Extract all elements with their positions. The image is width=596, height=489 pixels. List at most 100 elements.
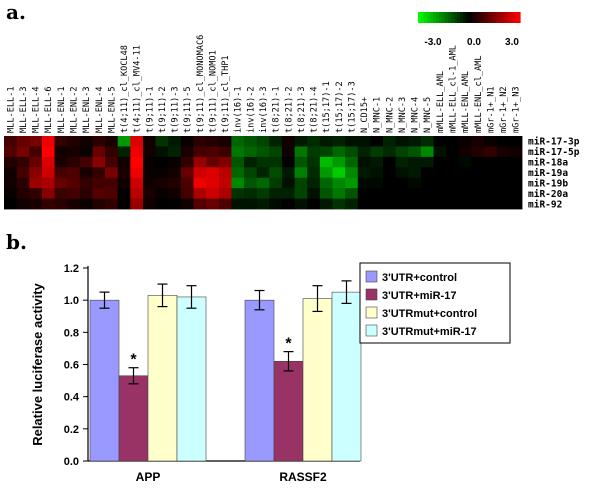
heatmap-cell <box>408 167 422 179</box>
heatmap-cell <box>180 188 194 199</box>
colorscale-segment <box>463 12 467 23</box>
heatmap-cell <box>269 167 283 179</box>
heatmap-cell <box>79 188 93 199</box>
y-tick-label: 0.0 <box>64 456 79 468</box>
heatmap-cell <box>180 156 194 168</box>
heatmap-cell <box>458 156 472 168</box>
heatmap-cell <box>496 136 510 147</box>
heatmap-cell <box>206 136 220 147</box>
heatmap-row-label: miR-92 <box>528 199 562 210</box>
x-category-label: RASSF2 <box>279 470 327 484</box>
heatmap-cell <box>383 136 397 147</box>
colorscale-segment <box>421 12 425 23</box>
heatmap-cell <box>155 156 169 168</box>
heatmap-cell <box>117 188 131 199</box>
heatmap-cell <box>130 156 144 168</box>
heatmap-cell <box>509 198 523 210</box>
heatmap-cell <box>370 156 384 168</box>
heatmap-cell <box>4 136 18 147</box>
heatmap-cell <box>180 136 194 147</box>
heatmap-cell <box>16 198 30 210</box>
heatmap-cell <box>281 156 295 168</box>
heatmap-column-label: N_MNC-4 <box>411 97 421 133</box>
heatmap-column-label: t(8;21)-2 <box>284 86 294 133</box>
heatmap-cell <box>281 188 295 199</box>
heatmap-cell <box>256 146 270 158</box>
heatmap-cell <box>29 177 43 189</box>
heatmap-cell <box>4 146 18 158</box>
colorscale-segment <box>475 12 479 23</box>
heatmap-cell <box>433 136 447 147</box>
heatmap-column-label: t(8;21)-4 <box>310 86 320 133</box>
heatmap-cell <box>54 177 68 189</box>
heatmap-cell <box>4 198 18 210</box>
heatmap-cell <box>484 188 498 199</box>
heatmap-cell <box>294 167 308 179</box>
heatmap-cell <box>496 188 510 199</box>
colorscale-segment <box>502 12 506 23</box>
heatmap-cell <box>193 188 207 199</box>
heatmap-column-label: t(9;11)-2 <box>158 86 168 133</box>
heatmap-cell <box>206 146 220 158</box>
heatmap-cell <box>370 167 384 179</box>
heatmap-cell <box>142 188 157 199</box>
heatmap-cell <box>168 198 182 210</box>
heatmap-cell <box>142 136 157 147</box>
heatmap-column-label: t(9;11)-1 <box>145 86 155 133</box>
heatmap-cell <box>294 156 308 168</box>
colorscale-segment <box>427 12 431 23</box>
heatmap-cell <box>345 167 359 179</box>
heatmap-cell <box>395 167 409 179</box>
heatmap-cell <box>29 146 43 158</box>
heatmap-cell <box>29 188 43 199</box>
bar <box>273 360 304 462</box>
heatmap-cell <box>269 188 283 199</box>
heatmap-cell <box>105 136 119 147</box>
y-tick-label: 0.2 <box>64 424 79 436</box>
heatmap-cell <box>180 198 194 210</box>
legend-box <box>359 262 511 344</box>
heatmap-cell <box>345 188 359 199</box>
colorscale-segment <box>496 12 500 23</box>
heatmap-cell <box>446 188 460 199</box>
heatmap-cell <box>345 198 359 210</box>
heatmap-cell <box>105 146 119 158</box>
heatmap-cell <box>155 198 169 210</box>
heatmap-cell <box>458 146 472 158</box>
heatmap-cell <box>193 146 207 158</box>
heatmap-cell <box>29 136 43 147</box>
heatmap-cell <box>294 188 308 199</box>
heatmap-cell <box>509 156 523 168</box>
heatmap-cell <box>155 177 169 189</box>
heatmap-cell <box>357 198 371 210</box>
heatmap-cell <box>446 177 460 189</box>
heatmap-cell <box>231 167 245 179</box>
heatmap-cell <box>105 177 119 189</box>
heatmap-cell <box>105 198 119 210</box>
heatmap-column-label: MLL-ENL-5 <box>107 86 117 133</box>
panel-a-label: a. <box>6 0 26 24</box>
heatmap-cell <box>307 177 321 189</box>
heatmap-cell <box>471 177 485 189</box>
heatmap-cell <box>307 146 321 158</box>
heatmap-cell <box>332 167 346 179</box>
heatmap-cell <box>231 177 245 189</box>
heatmap-column-label: inv(16)-1 <box>234 86 244 133</box>
heatmap-cell <box>105 167 119 179</box>
heatmap-cell <box>54 146 68 158</box>
heatmap-cell <box>79 198 93 210</box>
heatmap-cell <box>79 177 93 189</box>
heatmap-cell <box>395 198 409 210</box>
heatmap-cell <box>357 136 371 147</box>
heatmap-cell <box>471 198 485 210</box>
heatmap-cell <box>54 136 68 147</box>
heatmap-column-label: t(9;11)_cl_MONOMAC6 <box>196 35 206 133</box>
heatmap-cell <box>41 198 55 210</box>
heatmap-cell <box>383 198 397 210</box>
y-tick-label: 1.0 <box>64 295 79 307</box>
heatmap-cell <box>54 167 68 179</box>
heatmap-column-label: t(15;17)-1 <box>322 81 332 133</box>
heatmap-cell <box>281 198 295 210</box>
heatmap-cell <box>117 167 131 179</box>
